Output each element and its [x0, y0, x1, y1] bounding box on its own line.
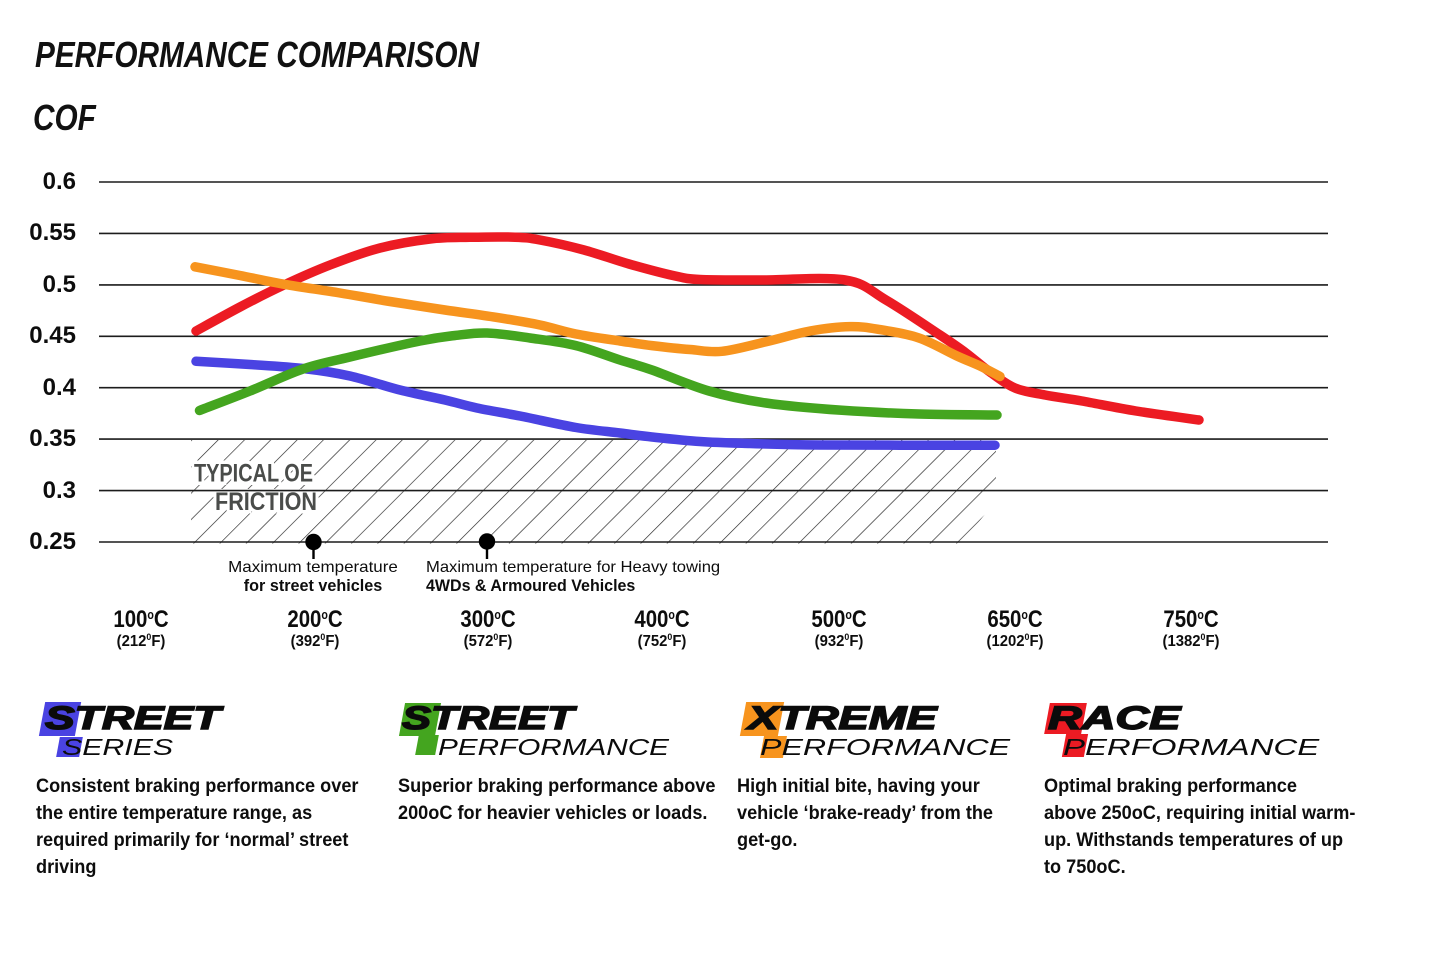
svg-text:FRICTION: FRICTION	[215, 488, 317, 516]
svg-text:TYPICAL OE: TYPICAL OE	[194, 460, 313, 488]
